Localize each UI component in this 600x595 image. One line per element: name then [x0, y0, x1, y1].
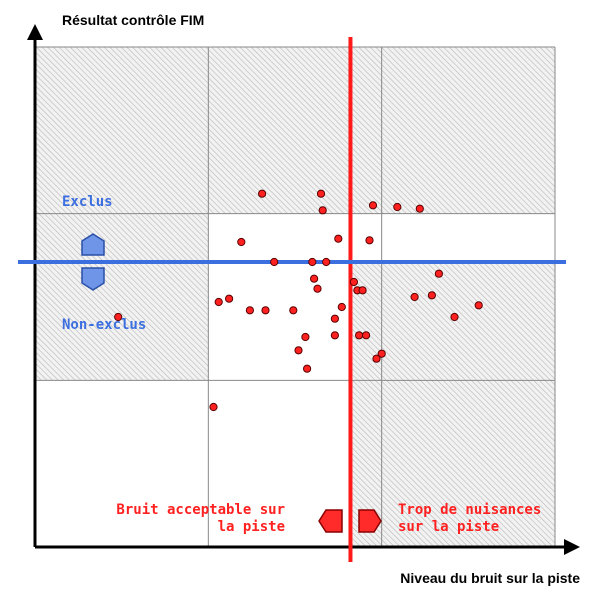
- data-point: [214, 297, 223, 307]
- data-point: [349, 277, 358, 287]
- data-point: [330, 331, 339, 340]
- data-point: [294, 346, 303, 355]
- hatched-region-left: [35, 213, 209, 381]
- exclus-label: Exclus: [62, 194, 113, 210]
- data-point: [301, 332, 310, 342]
- data-point: [245, 306, 254, 315]
- data-point: [237, 237, 246, 247]
- data-point: [270, 257, 279, 267]
- acceptable-noise-marker-icon: [318, 509, 343, 533]
- data-point: [261, 306, 270, 315]
- x-axis-label: Niveau du bruit sur la piste: [400, 570, 580, 586]
- data-point: [337, 302, 346, 312]
- data-point: [415, 204, 424, 213]
- excessive-noise-label-line2: sur la piste: [398, 519, 499, 535]
- data-point: [362, 331, 371, 340]
- data-point: [258, 189, 267, 198]
- data-point: [334, 234, 343, 243]
- acceptable-noise-label-line2: la piste: [218, 519, 285, 535]
- data-point: [393, 202, 402, 212]
- data-point: [377, 349, 386, 358]
- data-point: [316, 189, 326, 198]
- exclus-marker-icon: [81, 233, 105, 256]
- y-axis-label: Résultat contrôle FIM: [62, 12, 204, 28]
- hatched-region-top: [35, 47, 555, 214]
- y-axis-arrow-icon: [27, 24, 43, 40]
- data-point: [330, 314, 339, 323]
- excessive-noise-marker-icon: [358, 509, 382, 533]
- data-point: [289, 306, 298, 315]
- hatched-region-bottom-right: [350, 262, 555, 547]
- data-point: [427, 291, 436, 300]
- data-point: [322, 257, 331, 267]
- axes: [27, 24, 580, 555]
- data-point: [434, 269, 443, 278]
- data-point: [358, 286, 367, 295]
- data-point: [209, 402, 218, 412]
- data-point: [368, 201, 378, 210]
- data-point: [225, 294, 234, 303]
- data-point: [365, 236, 374, 245]
- excessive-noise-label-line1: Trop de nuisances: [398, 502, 541, 518]
- non-exclus-label: Non-exclus: [62, 317, 146, 333]
- data-point: [308, 257, 317, 267]
- acceptable-noise-label-line1: Bruit acceptable sur: [116, 502, 285, 518]
- hatched-regions: [35, 47, 555, 547]
- data-point: [372, 354, 381, 363]
- data-points: [114, 189, 483, 412]
- data-point: [474, 301, 483, 310]
- data-point: [310, 274, 319, 283]
- data-point: [303, 364, 312, 373]
- data-point: [355, 331, 364, 340]
- data-point: [313, 284, 322, 293]
- data-point: [410, 292, 419, 302]
- data-point: [450, 312, 459, 322]
- data-point: [318, 206, 327, 215]
- non-exclus-marker-icon: [81, 267, 105, 291]
- x-axis-arrow-icon: [564, 539, 580, 555]
- data-point: [114, 312, 123, 322]
